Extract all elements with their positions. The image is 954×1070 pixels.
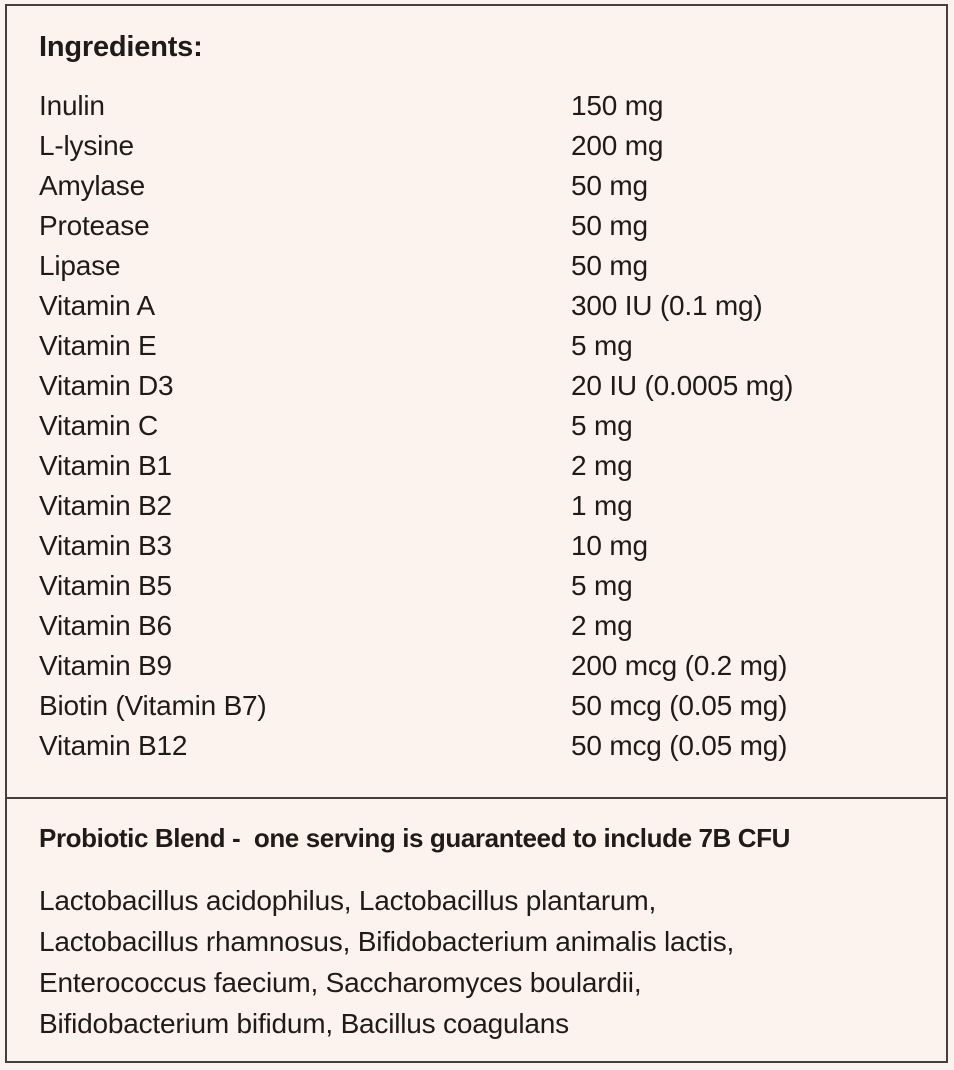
ingredient-name: Vitamin B2 xyxy=(39,489,172,521)
ingredient-amount: 2 mg xyxy=(571,449,633,481)
ingredient-row: Vitamin B6 2 mg xyxy=(39,606,914,646)
ingredient-amount: 5 mg xyxy=(571,569,633,601)
ingredient-row: Inulin 150 mg xyxy=(39,86,914,126)
probiotic-title: Probiotic Blend - one serving is guarant… xyxy=(39,823,790,853)
ingredient-amount: 20 IU (0.0005 mg) xyxy=(571,369,794,401)
ingredient-amount: 2 mg xyxy=(571,609,633,641)
ingredient-name: Vitamin D3 xyxy=(39,369,174,401)
ingredient-row: Lipase 50 mg xyxy=(39,246,914,286)
ingredients-section: Ingredients: Inulin 150 mg L-lysine 200 … xyxy=(5,4,948,799)
ingredient-row: Vitamin A 300 IU (0.1 mg) xyxy=(39,286,914,326)
ingredient-name: Vitamin B12 xyxy=(39,729,188,761)
ingredient-name: Vitamin B3 xyxy=(39,529,172,561)
ingredient-name: Amylase xyxy=(39,169,145,201)
ingredient-name: Vitamin B6 xyxy=(39,609,172,641)
ingredients-title: Ingredients: xyxy=(39,31,203,63)
ingredient-row: Vitamin B9 200 mcg (0.2 mg) xyxy=(39,646,914,686)
strain-line: Lactobacillus acidophilus, Lactobacillus… xyxy=(39,885,657,917)
ingredient-name: Biotin (Vitamin B7) xyxy=(39,689,267,721)
ingredient-row: Vitamin B3 10 mg xyxy=(39,526,914,566)
ingredient-row: Vitamin B12 50 mcg (0.05 mg) xyxy=(39,726,914,766)
ingredient-amount: 50 mg xyxy=(571,249,648,281)
ingredient-amount: 5 mg xyxy=(571,409,633,441)
ingredient-name: Vitamin C xyxy=(39,409,159,441)
ingredient-name: Vitamin A xyxy=(39,289,155,321)
ingredient-row: Amylase 50 mg xyxy=(39,166,914,206)
strain-line: Enterococcus faecium, Saccharomyces boul… xyxy=(39,967,642,999)
ingredient-amount: 50 mcg (0.05 mg) xyxy=(571,729,788,761)
ingredient-amount: 10 mg xyxy=(571,529,648,561)
ingredient-name: Vitamin B1 xyxy=(39,449,172,481)
supplement-label: Ingredients: Inulin 150 mg L-lysine 200 … xyxy=(5,4,948,1063)
ingredient-amount: 50 mg xyxy=(571,169,648,201)
ingredient-row: Vitamin B5 5 mg xyxy=(39,566,914,606)
ingredient-amount: 50 mg xyxy=(571,209,648,241)
ingredient-row: L-lysine 200 mg xyxy=(39,126,914,166)
ingredient-amount: 150 mg xyxy=(571,89,664,121)
ingredient-amount: 200 mcg (0.2 mg) xyxy=(571,649,788,681)
ingredient-amount: 1 mg xyxy=(571,489,633,521)
strain-line: Bifidobacterium bifidum, Bacillus coagul… xyxy=(39,1008,569,1040)
ingredient-amount: 50 mcg (0.05 mg) xyxy=(571,689,788,721)
ingredients-list: Inulin 150 mg L-lysine 200 mg Amylase 50… xyxy=(39,86,914,766)
probiotic-section: Probiotic Blend - one serving is guarant… xyxy=(5,799,948,1063)
ingredient-row: Vitamin D3 20 IU (0.0005 mg) xyxy=(39,366,914,406)
ingredient-row: Vitamin C 5 mg xyxy=(39,406,914,446)
ingredient-name: Vitamin B5 xyxy=(39,569,172,601)
ingredient-row: Vitamin B2 1 mg xyxy=(39,486,914,526)
ingredient-amount: 5 mg xyxy=(571,329,633,361)
ingredient-name: Vitamin E xyxy=(39,329,157,361)
ingredient-amount: 200 mg xyxy=(571,129,664,161)
ingredient-name: Protease xyxy=(39,209,150,241)
strain-line: Lactobacillus rhamnosus, Bifidobacterium… xyxy=(39,926,735,958)
ingredient-name: L-lysine xyxy=(39,129,134,161)
ingredient-name: Inulin xyxy=(39,89,105,121)
ingredient-name: Vitamin B9 xyxy=(39,649,172,681)
ingredient-row: Vitamin E 5 mg xyxy=(39,326,914,366)
ingredient-row: Vitamin B1 2 mg xyxy=(39,446,914,486)
ingredient-name: Lipase xyxy=(39,249,121,281)
ingredient-row: Protease 50 mg xyxy=(39,206,914,246)
ingredient-amount: 300 IU (0.1 mg) xyxy=(571,289,763,321)
probiotic-strains: Lactobacillus acidophilus, Lactobacillus… xyxy=(39,880,914,1044)
ingredient-row: Biotin (Vitamin B7) 50 mcg (0.05 mg) xyxy=(39,686,914,726)
